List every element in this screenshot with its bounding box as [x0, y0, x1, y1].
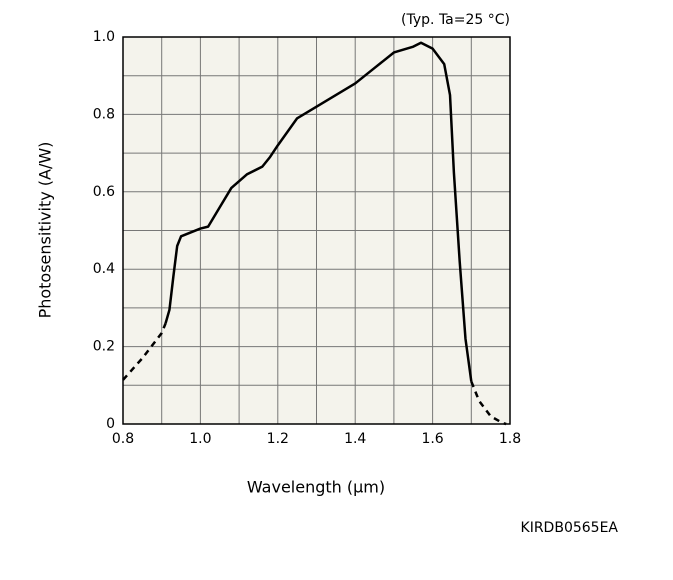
curve [164, 41, 473, 382]
plot-frame [122, 36, 511, 425]
figure-code: KIRDB0565EA [521, 520, 619, 536]
y-axis-label: Photosensitivity (A/W) [36, 142, 55, 319]
x-tick-label: 0.8 [112, 431, 134, 447]
x-tick-label: 1.0 [189, 431, 211, 447]
y-tick-label: 0 [106, 416, 115, 432]
x-tick-label: 1.2 [267, 431, 289, 447]
annotation: (Typ. Ta=25 °C) [401, 12, 510, 28]
dashed-curve [122, 322, 507, 426]
y-tick-label: 1.0 [93, 29, 115, 45]
x-axis-label: Wavelength (µm) [247, 478, 385, 497]
x-tick-label: 1.8 [499, 431, 521, 447]
y-tick-label: 0.4 [93, 261, 115, 277]
y-tick-label: 0.6 [93, 184, 115, 200]
y-tick-label: 0.2 [93, 339, 115, 355]
x-tick-label: 1.4 [344, 431, 366, 447]
x-tick-label: 1.6 [421, 431, 443, 447]
y-tick-label: 0.8 [93, 106, 115, 122]
